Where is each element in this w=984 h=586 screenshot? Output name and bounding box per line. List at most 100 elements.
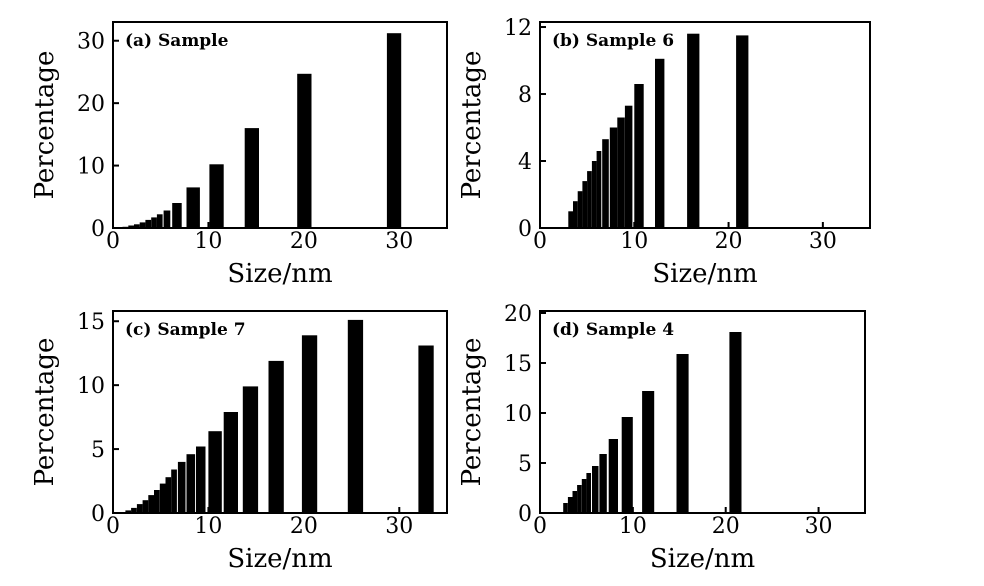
bar <box>563 503 568 513</box>
y-tick-label: 15 <box>77 310 105 335</box>
bar <box>573 201 578 228</box>
x-tick-label: 10 <box>194 229 222 254</box>
bar <box>572 491 578 513</box>
bar <box>591 161 597 228</box>
bar <box>171 469 177 513</box>
bar <box>586 473 591 513</box>
chart-panel-c: 0 10 20 30 0 5 10 15 (c) Sample 7 Size/nm Percenta… <box>30 310 448 574</box>
bar <box>676 354 689 513</box>
chart-panel-a: 0 10 20 30 0 10 20 30 (a) Sample Size/nm Percentag… <box>30 21 448 289</box>
x-axis-title: Size/nm <box>650 544 755 574</box>
y-tick-label: 10 <box>77 155 105 180</box>
y-tick-label: 0 <box>91 217 105 242</box>
y-tick-label: 10 <box>77 374 105 399</box>
y-axis-title: Percentage <box>457 338 487 487</box>
y-tick-label: 5 <box>518 452 532 477</box>
bar <box>567 497 573 513</box>
bar <box>608 439 618 513</box>
bar <box>139 222 146 228</box>
bar <box>163 210 171 228</box>
bar <box>617 117 625 228</box>
chart-panel-d: 0 10 20 30 0 5 10 15 20 (d) Sample 4 Size/nm Percen… <box>457 302 866 574</box>
bar <box>624 105 633 228</box>
bar <box>145 219 152 228</box>
bar <box>151 217 157 228</box>
bar <box>577 485 582 513</box>
bar <box>655 58 665 228</box>
x-tick-label: 30 <box>809 229 837 254</box>
bar <box>587 171 592 228</box>
y-tick-label: 0 <box>518 217 532 242</box>
y-tick-label: 30 <box>77 30 105 55</box>
bar <box>186 187 200 228</box>
bar <box>172 203 182 228</box>
plot-frame <box>539 21 871 229</box>
bar <box>386 33 402 229</box>
x-axis-title: Size/nm <box>227 544 332 574</box>
bar <box>148 495 154 513</box>
bar <box>596 151 602 228</box>
bar <box>736 35 749 229</box>
bar <box>687 33 700 229</box>
y-tick-label: 0 <box>91 502 105 527</box>
bar <box>134 224 140 228</box>
bar <box>186 454 196 513</box>
x-axis-title: Size/nm <box>652 259 757 289</box>
bar <box>621 417 633 513</box>
y-tick-label: 0 <box>518 502 532 527</box>
x-axis-title: Size/nm <box>227 259 332 289</box>
x-tick-label: 20 <box>712 514 740 539</box>
panel-title: (b) Sample 6 <box>552 31 674 51</box>
bar <box>209 164 224 228</box>
chart-panel-b: 0 10 20 30 0 4 8 12 (b) Sample 6 Size/nm Percentag… <box>457 16 871 289</box>
x-tick-label: 10 <box>619 514 647 539</box>
bar <box>602 139 609 228</box>
bar <box>136 504 143 513</box>
panel-title: (a) Sample <box>125 31 229 51</box>
bar <box>242 386 259 513</box>
bar <box>301 335 318 513</box>
bar <box>125 510 132 513</box>
plot-frame <box>112 310 448 514</box>
bar <box>177 461 186 513</box>
bar <box>582 181 588 228</box>
bar <box>208 431 222 513</box>
y-axis-title: Percentage <box>457 51 487 200</box>
x-tick-label: 30 <box>385 229 413 254</box>
bar <box>581 479 587 513</box>
x-tick-label: 0 <box>533 514 547 539</box>
bar <box>347 319 364 513</box>
y-tick-label: 5 <box>91 438 105 463</box>
y-axis-title: Percentage <box>30 338 60 487</box>
bar <box>729 332 742 513</box>
x-tick-label: 0 <box>106 229 120 254</box>
bar <box>244 128 259 228</box>
panel-title: (c) Sample 7 <box>125 320 246 340</box>
bar <box>128 225 134 228</box>
y-tick-label: 10 <box>504 402 532 427</box>
x-tick-label: 30 <box>805 514 833 539</box>
bar <box>154 490 160 513</box>
y-tick-label: 8 <box>518 83 532 108</box>
bar <box>159 483 166 513</box>
bar <box>609 127 618 228</box>
y-tick-label: 15 <box>504 352 532 377</box>
bar <box>196 446 206 513</box>
y-tick-label: 4 <box>518 150 532 175</box>
bar <box>156 214 163 228</box>
bar <box>599 454 607 513</box>
bar <box>131 507 137 513</box>
bar <box>634 84 644 228</box>
panel-title: (d) Sample 4 <box>552 320 674 340</box>
bar <box>418 345 434 513</box>
bar <box>223 412 238 513</box>
bar <box>142 500 149 513</box>
x-tick-label: 10 <box>620 229 648 254</box>
y-axis-title: Percentage <box>30 51 60 200</box>
y-tick-label: 12 <box>504 16 532 41</box>
bar <box>577 191 583 228</box>
bar <box>297 73 312 228</box>
x-tick-label: 30 <box>385 514 413 539</box>
x-tick-label: 10 <box>194 514 222 539</box>
